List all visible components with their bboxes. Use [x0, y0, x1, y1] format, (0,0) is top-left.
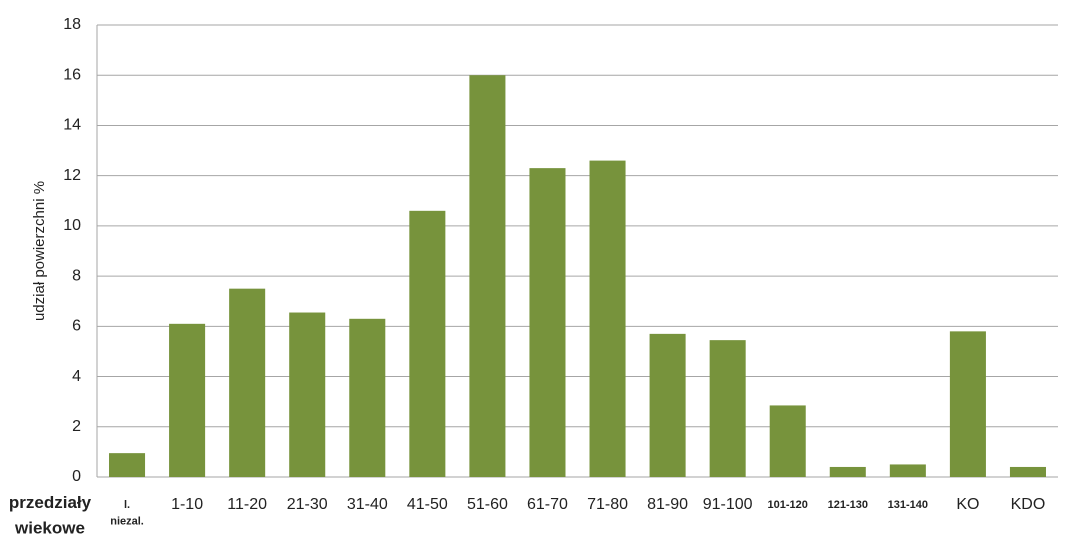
bar — [529, 168, 566, 477]
x-tick-label: 131-140 — [888, 499, 928, 511]
bar — [409, 210, 446, 478]
x-tick-label: KDO — [1011, 496, 1046, 513]
x-tick-label: 51-60 — [467, 496, 508, 513]
x-tick-label: KO — [956, 496, 979, 513]
x-tick-label: 21-30 — [287, 496, 328, 513]
x-tick-label: 91-100 — [703, 496, 753, 513]
x-axis-title: przedziały wiekowe — [9, 493, 92, 538]
y-tick-label: 4 — [72, 368, 81, 385]
bar — [949, 331, 986, 477]
bar — [289, 312, 326, 477]
y-tick-label: 14 — [63, 117, 81, 134]
x-tick-label: 81-90 — [647, 496, 688, 513]
x-tick-label: 61-70 — [527, 496, 568, 513]
y-axis-title: udział powierzchni % — [31, 181, 48, 321]
bar — [649, 333, 686, 477]
bar — [589, 160, 626, 477]
y-tick-label: 6 — [72, 318, 81, 335]
bar — [229, 288, 266, 477]
bar — [1009, 466, 1046, 477]
x-tick-label: 31-40 — [347, 496, 388, 513]
x-tick-label: l. niezal. — [110, 499, 144, 528]
bar — [889, 464, 926, 477]
x-tick-label: 11-20 — [227, 496, 267, 513]
x-tick-label: 121-130 — [828, 499, 868, 511]
x-tick-label: 1-10 — [171, 496, 203, 513]
y-tick-label: 10 — [63, 217, 81, 234]
x-tick-label: 71-80 — [587, 496, 628, 513]
x-tick-label: 41-50 — [407, 496, 448, 513]
y-tick-label: 0 — [72, 468, 81, 485]
y-tick-label: 8 — [72, 267, 81, 284]
bar — [769, 405, 806, 477]
y-tick-label: 2 — [72, 418, 81, 435]
bar — [469, 75, 506, 477]
bar — [829, 466, 866, 477]
bar — [169, 323, 206, 477]
bar — [109, 453, 146, 477]
bar — [709, 340, 746, 477]
x-tick-label: 101-120 — [768, 499, 808, 511]
y-tick-label: 12 — [63, 167, 81, 184]
bar — [349, 318, 386, 477]
y-tick-label: 18 — [63, 16, 81, 33]
y-tick-label: 16 — [63, 66, 81, 83]
